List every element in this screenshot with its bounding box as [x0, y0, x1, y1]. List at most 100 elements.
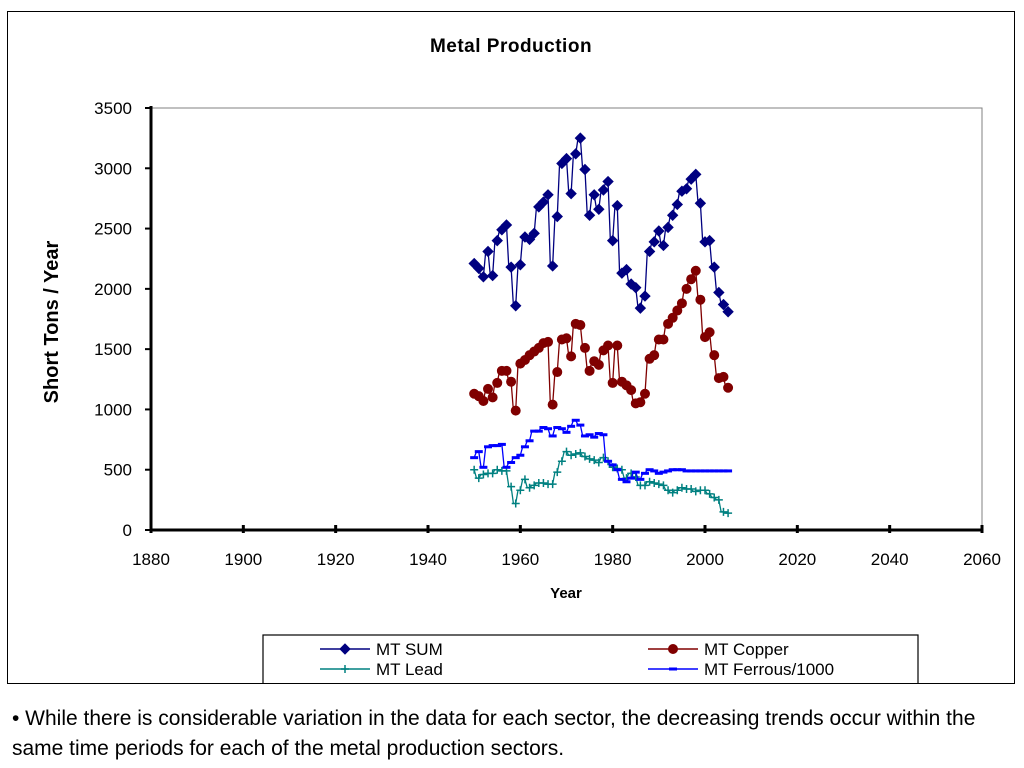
data-point	[724, 509, 733, 518]
data-point	[473, 262, 485, 275]
data-point	[653, 225, 665, 237]
data-point	[474, 474, 483, 483]
data-point	[491, 234, 503, 247]
data-point	[594, 458, 603, 467]
data-point	[590, 456, 599, 465]
series-mt-sum	[468, 132, 734, 318]
data-point	[606, 234, 619, 247]
data-point	[585, 454, 594, 463]
data-point	[478, 395, 489, 406]
data-point	[681, 283, 692, 294]
data-point	[620, 263, 633, 276]
data-point	[565, 187, 577, 200]
data-point	[713, 286, 725, 299]
x-tick-label: 2060	[963, 550, 1001, 569]
data-point	[560, 152, 573, 165]
data-point	[543, 336, 554, 347]
data-point	[659, 481, 668, 490]
data-point	[505, 261, 517, 273]
data-point	[597, 184, 610, 196]
legend-label: MT Copper	[704, 640, 789, 659]
chart-frame: Metal Production 0 500 1000 1500 2000 2500 300…	[7, 11, 1015, 684]
data-point	[574, 132, 587, 144]
series-mt-copper	[469, 265, 734, 416]
data-point	[599, 453, 608, 462]
data-point	[525, 483, 534, 492]
plot-area-border	[150, 107, 983, 531]
data-point	[626, 385, 637, 396]
data-point	[506, 376, 517, 387]
data-point	[576, 448, 585, 457]
data-point	[705, 489, 714, 498]
data-point	[657, 239, 670, 252]
x-axis-title: Year	[550, 585, 582, 602]
data-point	[567, 451, 576, 460]
data-point	[645, 477, 654, 486]
legend-label: MT Lead	[376, 660, 443, 679]
x-tick-label: 2040	[871, 550, 909, 569]
y-tick-label: 2000	[94, 280, 132, 299]
y-tick-label: 500	[104, 461, 132, 480]
data-point	[583, 209, 596, 222]
legend-marker	[339, 643, 351, 655]
x-tick-label: 1960	[501, 550, 539, 569]
legend-entry: MT SUM	[320, 640, 443, 659]
data-point	[639, 388, 650, 399]
data-point	[649, 350, 660, 361]
data-point	[570, 148, 582, 160]
legend-entry: MT Copper	[648, 640, 789, 659]
data-point	[593, 359, 604, 370]
data-point	[530, 481, 539, 490]
y-axis-title: Short Tons / Year	[41, 240, 63, 403]
data-point	[557, 457, 566, 466]
data-point	[722, 306, 734, 318]
data-point	[680, 183, 693, 195]
data-point	[658, 334, 669, 345]
data-point	[701, 486, 709, 495]
data-point	[571, 450, 580, 459]
data-point	[690, 168, 702, 181]
data-point	[708, 261, 720, 273]
legend-label: MT SUM	[376, 640, 443, 659]
x-tick-label: 1920	[317, 550, 355, 569]
data-point	[717, 298, 730, 311]
data-point	[673, 486, 682, 495]
x-tick-label: 2000	[686, 550, 724, 569]
data-point	[546, 260, 559, 272]
data-point	[487, 392, 498, 403]
y-tick-label: 3500	[94, 99, 132, 118]
data-point	[668, 488, 677, 497]
data-point	[580, 452, 589, 461]
data-point	[639, 290, 651, 302]
data-point	[553, 468, 562, 477]
data-point	[500, 219, 513, 231]
data-point	[493, 465, 502, 474]
data-point	[710, 493, 719, 502]
data-point	[520, 475, 529, 484]
y-tick-label: 0	[123, 521, 132, 540]
data-point	[584, 365, 595, 376]
data-point	[477, 271, 490, 283]
data-point	[593, 203, 605, 215]
data-point	[501, 365, 512, 376]
data-point	[488, 469, 497, 478]
series-mt-lead	[470, 447, 733, 518]
data-point	[514, 259, 527, 271]
data-point	[695, 294, 706, 305]
data-point	[507, 482, 516, 491]
data-point	[634, 302, 647, 314]
caption-text: • While there is considerable variation …	[12, 707, 976, 760]
data-point	[510, 300, 522, 312]
data-point	[547, 399, 558, 410]
data-point	[718, 371, 729, 382]
x-tick-label: 1900	[224, 550, 262, 569]
y-tick-label: 3000	[94, 159, 132, 178]
data-point	[694, 197, 707, 209]
legend-entry: MT Lead	[320, 660, 443, 679]
data-point	[510, 405, 521, 416]
legend: MT SUM MT Copper MT Lead MT Ferrous/1000	[262, 634, 919, 683]
legend-box	[262, 634, 919, 683]
data-point	[672, 305, 683, 316]
data-point	[654, 480, 663, 489]
data-point	[719, 507, 728, 516]
